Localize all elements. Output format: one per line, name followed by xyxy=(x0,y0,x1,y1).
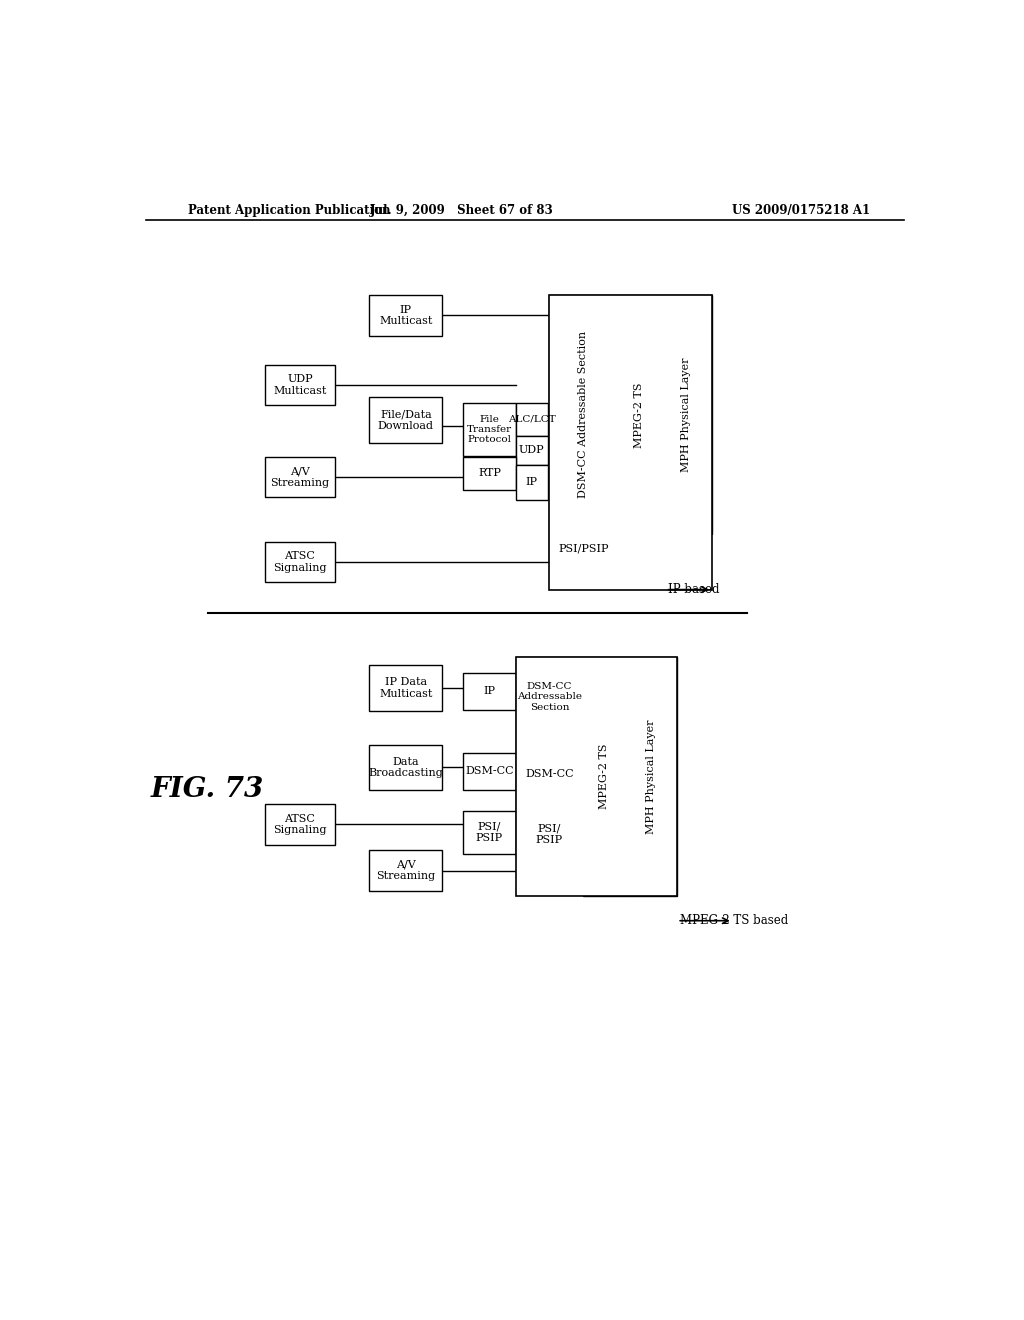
Text: FIG. 73: FIG. 73 xyxy=(151,776,264,804)
Text: DSM-CC: DSM-CC xyxy=(465,767,514,776)
Text: IP
Multicast: IP Multicast xyxy=(379,305,432,326)
Text: DSM-CC
Addressable
Section: DSM-CC Addressable Section xyxy=(517,681,582,711)
Text: PSI/
PSIP: PSI/ PSIP xyxy=(476,822,503,843)
Text: IP Data
Multicast: IP Data Multicast xyxy=(379,677,432,700)
Bar xyxy=(265,804,335,845)
Bar xyxy=(515,404,548,436)
Bar xyxy=(515,436,548,465)
Text: MPEG-2 TS: MPEG-2 TS xyxy=(599,744,609,809)
Text: US 2009/0175218 A1: US 2009/0175218 A1 xyxy=(731,205,869,218)
Text: UDP
Multicast: UDP Multicast xyxy=(273,374,327,396)
Bar xyxy=(370,397,442,444)
Text: RTP: RTP xyxy=(478,469,501,478)
Bar xyxy=(584,657,626,896)
Bar xyxy=(549,296,712,590)
Bar xyxy=(265,457,335,498)
Text: UDP: UDP xyxy=(519,445,545,455)
Text: A/V
Streaming: A/V Streaming xyxy=(376,859,435,882)
Bar xyxy=(515,657,584,737)
Bar xyxy=(463,812,515,854)
Bar xyxy=(626,657,677,896)
Bar xyxy=(515,657,677,896)
Bar xyxy=(370,296,442,335)
Bar xyxy=(463,673,515,710)
Bar xyxy=(515,737,584,812)
Bar xyxy=(463,752,515,789)
Text: IP: IP xyxy=(483,686,496,696)
Bar xyxy=(515,812,584,858)
Text: MPEG-2 TS based: MPEG-2 TS based xyxy=(680,915,788,927)
Bar xyxy=(370,744,442,789)
Text: MPEG-2 TS: MPEG-2 TS xyxy=(634,381,644,447)
Bar xyxy=(617,296,660,535)
Text: File/Data
Download: File/Data Download xyxy=(378,409,434,432)
Text: MPH Physical Layer: MPH Physical Layer xyxy=(646,719,656,834)
Text: PSI/PSIP: PSI/PSIP xyxy=(558,543,608,553)
Bar xyxy=(265,364,335,405)
Bar xyxy=(549,296,617,535)
Text: DSM-CC: DSM-CC xyxy=(525,768,573,779)
Text: PSI/
PSIP: PSI/ PSIP xyxy=(536,824,563,845)
Text: ATSC
Signaling: ATSC Signaling xyxy=(273,550,327,573)
Text: MPH Physical Layer: MPH Physical Layer xyxy=(681,358,691,473)
Text: File
Transfer
Protocol: File Transfer Protocol xyxy=(467,414,512,445)
Bar xyxy=(660,296,712,535)
Text: IP based: IP based xyxy=(668,583,720,597)
Bar xyxy=(370,665,442,711)
Text: Jul. 9, 2009   Sheet 67 of 83: Jul. 9, 2009 Sheet 67 of 83 xyxy=(370,205,554,218)
Bar xyxy=(515,465,548,499)
Bar xyxy=(463,404,515,455)
Text: DSM-CC Addressable Section: DSM-CC Addressable Section xyxy=(579,331,589,499)
Text: ATSC
Signaling: ATSC Signaling xyxy=(273,813,327,836)
Text: Data
Broadcasting: Data Broadcasting xyxy=(369,756,443,779)
Text: A/V
Streaming: A/V Streaming xyxy=(270,466,330,488)
Text: ALC/LCT: ALC/LCT xyxy=(508,414,556,424)
Bar xyxy=(549,535,617,562)
Text: IP: IP xyxy=(525,478,538,487)
Text: Patent Application Publication: Patent Application Publication xyxy=(188,205,391,218)
Bar xyxy=(463,457,515,490)
Bar xyxy=(265,543,335,582)
Bar xyxy=(370,850,442,891)
